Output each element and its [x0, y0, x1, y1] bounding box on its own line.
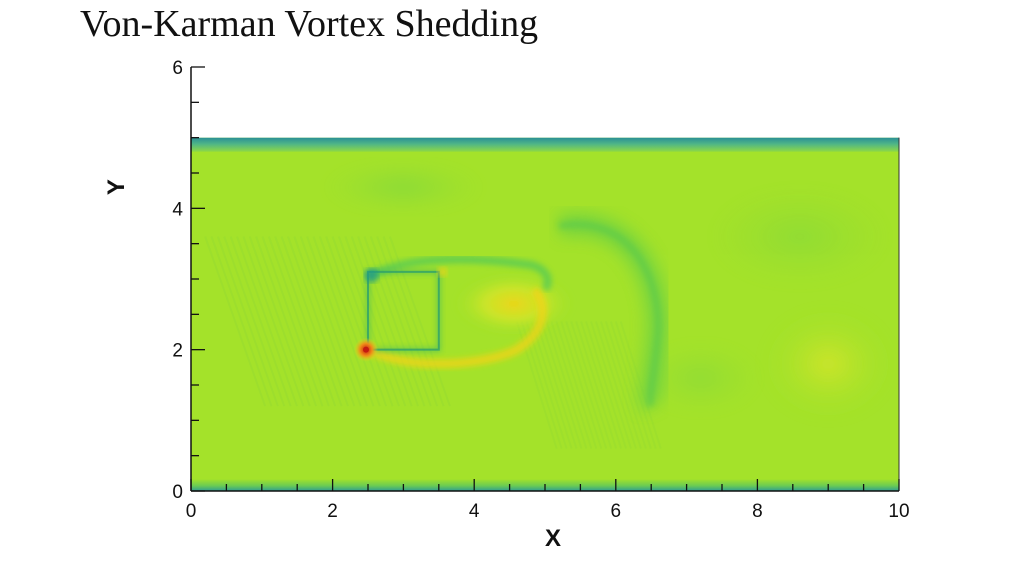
- y-tick-label: 4: [172, 199, 183, 220]
- striation-line: [287, 236, 349, 407]
- low-patch: [640, 342, 761, 413]
- striation-line: [274, 236, 337, 407]
- corner-highlight: [437, 266, 448, 277]
- striation-line: [614, 321, 657, 449]
- striation-line: [555, 321, 598, 449]
- low-patch: [323, 162, 484, 213]
- x-tick-label: 2: [327, 501, 338, 522]
- chart-title: Von-Karman Vortex Shedding: [80, 3, 539, 45]
- striation-line: [242, 236, 305, 407]
- axis-labels: 0 2 4 6 8 10 0 2 4 6 X Y: [103, 58, 910, 552]
- striation-line: [210, 236, 273, 407]
- axes: [190, 66, 900, 492]
- striation-line: [550, 321, 593, 449]
- striation-line: [580, 321, 623, 449]
- striation-line: [357, 236, 420, 407]
- striation-line: [229, 236, 292, 407]
- striation-line: [545, 321, 588, 449]
- striation-line: [293, 236, 356, 407]
- top-wall-layer: [191, 137, 899, 152]
- striation-line: [350, 236, 413, 407]
- corner-vortex: [364, 268, 379, 283]
- striation-line: [261, 236, 324, 407]
- y-tick-label: 0: [172, 482, 183, 503]
- striation-line: [325, 236, 388, 407]
- striation-line: [306, 236, 369, 407]
- striation-line: [530, 321, 573, 449]
- wake-trace-core: [558, 221, 662, 408]
- eddy: [763, 308, 894, 419]
- striation-line: [540, 321, 583, 449]
- striation-line: [575, 321, 618, 449]
- striation-line: [204, 236, 267, 407]
- striation-line: [236, 236, 298, 407]
- x-tick-label: 8: [752, 501, 763, 522]
- striation-line: [216, 236, 279, 407]
- striation-pattern: [204, 236, 451, 407]
- striation-line: [280, 236, 343, 407]
- striation-line: [248, 236, 311, 407]
- striation-line: [599, 321, 642, 449]
- low-patch: [709, 186, 890, 287]
- y-tick-label: 6: [172, 58, 183, 79]
- x-tick-label: 0: [186, 501, 197, 522]
- lower-shear-layer: [361, 286, 547, 369]
- striation-line: [331, 236, 394, 407]
- striation-line: [255, 236, 318, 407]
- x-axis-label: X: [545, 525, 561, 552]
- striation-line: [312, 236, 375, 407]
- striation-line: [595, 321, 637, 449]
- striation-line: [535, 321, 578, 449]
- striation-line: [318, 236, 381, 407]
- striation-line: [369, 236, 432, 407]
- striation-line: [609, 321, 652, 449]
- striation-line: [560, 321, 603, 449]
- striation-line: [363, 236, 426, 407]
- x-tick-label: 6: [611, 501, 622, 522]
- striation-line: [223, 236, 286, 407]
- striation-line: [299, 236, 362, 407]
- x-tick-label: 4: [469, 501, 480, 522]
- striation-line: [344, 236, 407, 407]
- striation-line: [590, 321, 632, 449]
- x-tick-label: 10: [888, 501, 909, 522]
- striation-line: [585, 321, 628, 449]
- hot-spot-core: [363, 346, 369, 353]
- eddy: [453, 271, 574, 336]
- upper-shear-layer: [369, 255, 552, 292]
- striation-line: [604, 321, 647, 449]
- y-axis-label: Y: [103, 179, 130, 195]
- striation-line: [565, 321, 608, 449]
- y-tick-label: 2: [172, 341, 183, 362]
- striation-pattern: [515, 321, 662, 449]
- striation-line: [525, 321, 568, 449]
- striation-line: [267, 236, 330, 407]
- striation-line: [570, 321, 613, 449]
- flow-field: [191, 137, 899, 491]
